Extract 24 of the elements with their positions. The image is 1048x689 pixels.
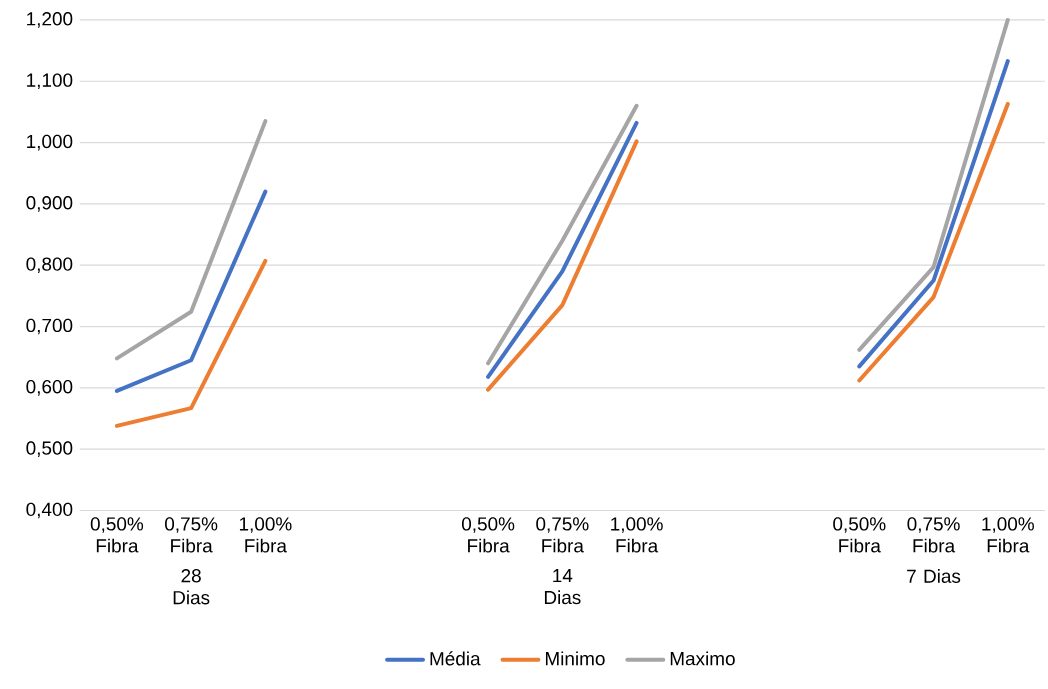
- x-tick-label: 1,00% Fibra: [982, 517, 1034, 553]
- y-tick-label: 0,400: [26, 502, 73, 519]
- text: 7 Dias: [907, 569, 961, 583]
- y-tick-label: 1,200: [27, 12, 73, 28]
- x-tick-label: 0,75% Fibra: [165, 517, 218, 553]
- legend-label: Maximo: [670, 651, 735, 666]
- x-tick-label: 0,50% Fibra: [833, 517, 886, 553]
- y-tick-label: 1,000: [27, 134, 73, 151]
- legend-label: Minimo: [545, 651, 605, 666]
- x-tick-label: 0,50% Fibra: [461, 517, 515, 553]
- x-tick-label: 0,50% Fibra: [90, 517, 144, 553]
- y-tick-label: 0,600: [26, 380, 73, 396]
- y-tick-label: 0,700: [26, 318, 73, 335]
- x-tick-label: 1,00% Fibra: [611, 517, 663, 553]
- legend-label: Média: [430, 651, 481, 666]
- y-tick-label: 0,800: [26, 257, 73, 274]
- text: 14 Dias: [544, 569, 581, 605]
- x-tick-label: 0,75% Fibra: [907, 517, 960, 553]
- y-tick-label: 1,100: [27, 73, 73, 90]
- y-tick-label: 0,900: [26, 196, 73, 212]
- y-tick-label: 0,500: [26, 441, 73, 458]
- x-tick-label: 1,00% Fibra: [239, 517, 292, 553]
- text: 28 Dias: [173, 569, 210, 605]
- x-tick-label: 0,75% Fibra: [536, 517, 589, 553]
